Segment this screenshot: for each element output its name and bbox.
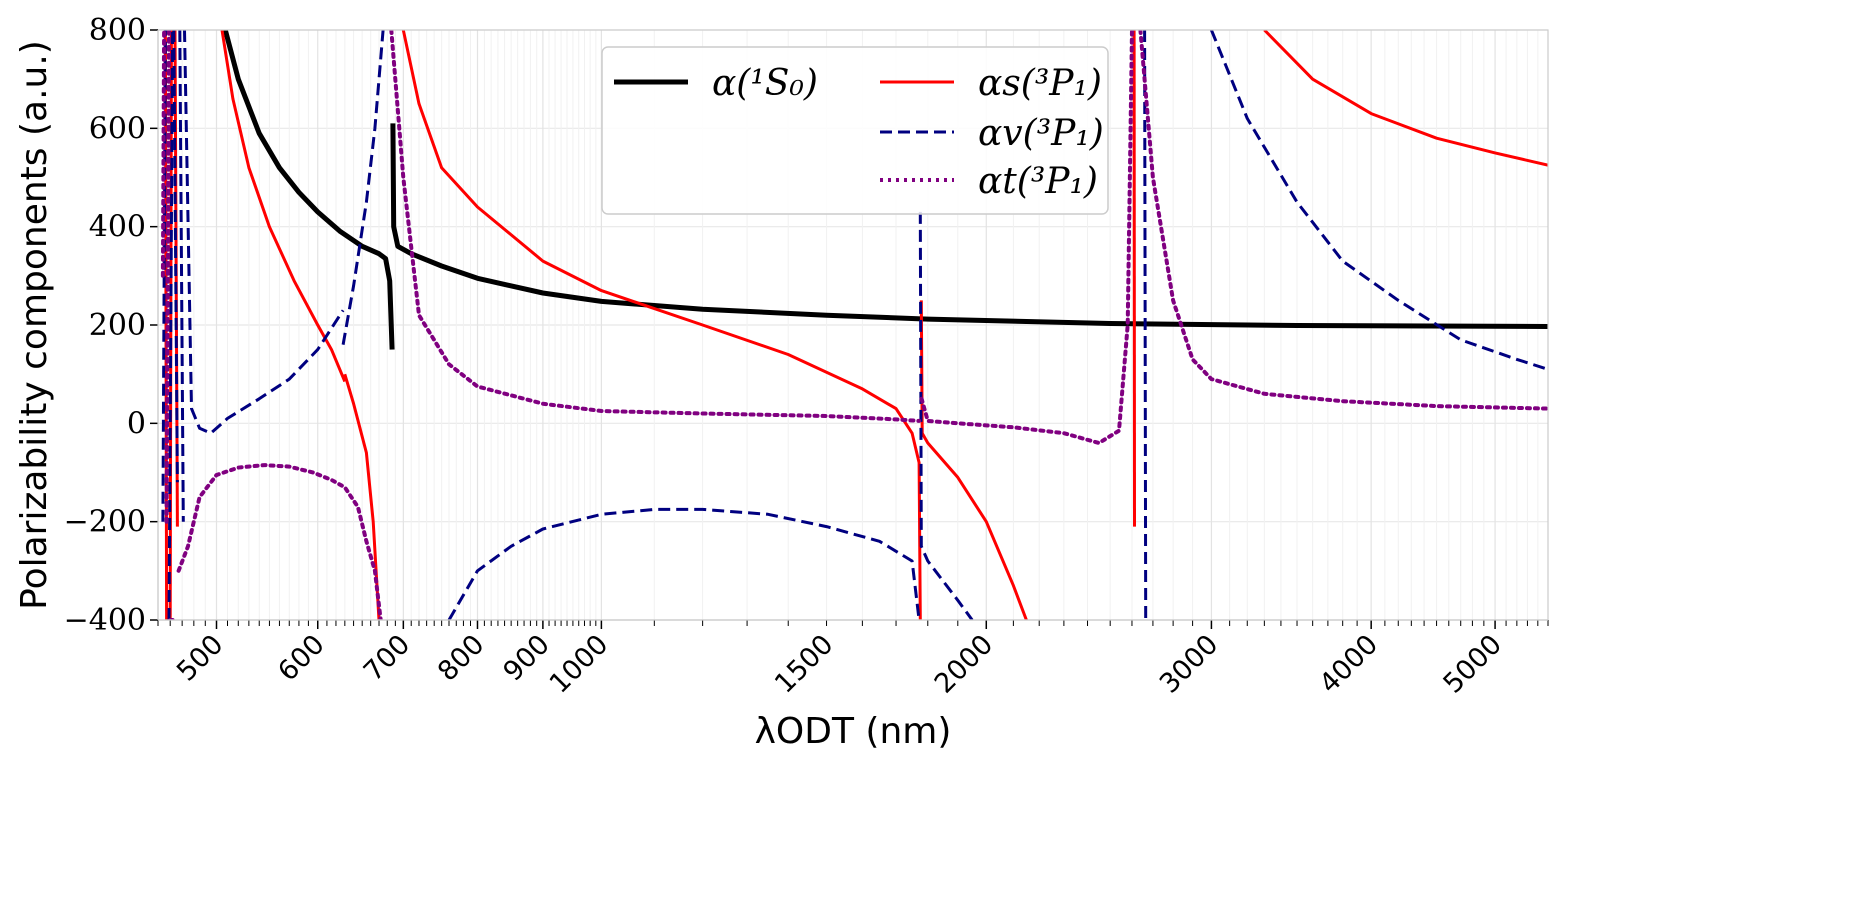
x-tick-label: 2000 [929, 629, 1000, 700]
series-1-segment-5 [401, 30, 922, 620]
y-tick-label: 400 [89, 210, 146, 245]
x-tick-label: 700 [358, 629, 416, 687]
x-tick-label: 3000 [1154, 629, 1225, 700]
x-tick-label: 1500 [769, 629, 840, 700]
series-0-segment-0 [222, 30, 395, 350]
series-3 [160, 30, 1548, 620]
legend-label-alpha-s-3p1: αs(³P₁) [978, 63, 1102, 104]
series-1-segment-8 [1263, 30, 1548, 167]
legend-box [601, 46, 1109, 215]
series-2-segment-5 [341, 30, 385, 345]
series-3-segment-3 [176, 463, 383, 620]
y-tick-label: −400 [64, 603, 146, 638]
series-2-segment-9 [1210, 30, 1548, 371]
y-tick-label: 0 [127, 406, 146, 441]
series-2-segment-4 [183, 30, 345, 435]
series-2-segment-7 [918, 211, 974, 620]
x-tick-label: 500 [171, 629, 229, 687]
series-3-segment-1 [164, 30, 171, 524]
legend-label-alpha-v-3p1: αv(³P₁) [978, 113, 1104, 154]
x-tick-label: 4000 [1314, 629, 1385, 700]
series-3-segment-5 [919, 30, 1134, 445]
series-2-segment-2 [172, 30, 179, 483]
series-0-segment-1 [390, 123, 1548, 329]
series-2-segment-6 [447, 507, 921, 620]
legend: α(¹S₀) αs(³P₁) αv(³P₁) αt(³P₁) [601, 46, 1109, 215]
x-tick-label: 800 [432, 629, 490, 687]
y-tick-label: 200 [89, 308, 146, 343]
legend-label-alpha-1s0: α(¹S₀) [712, 63, 818, 104]
series-0 [222, 30, 1548, 350]
x-tick-label: 600 [272, 629, 330, 687]
y-axis: 800 600 400 200 0 −200 −400 [64, 13, 159, 638]
series-3-segment-4 [389, 30, 922, 423]
series-1-segment-4 [343, 373, 381, 620]
x-axis-label: λODT (nm) [755, 711, 952, 752]
series-2-segment-8 [1143, 30, 1148, 620]
series-2-segment-3 [178, 30, 185, 522]
series-1-segment-3 [220, 30, 347, 383]
series-3-segment-6 [1138, 30, 1548, 411]
legend-label-alpha-t-3p1: αt(³P₁) [978, 161, 1098, 202]
y-tick-label: 600 [89, 111, 146, 146]
series-layer [160, 30, 1548, 620]
y-tick-label: 800 [89, 13, 146, 48]
y-axis-label: Polarizability components (a.u.) [14, 40, 55, 610]
y-tick-label: −200 [64, 505, 146, 540]
series-2-segment-1 [167, 30, 175, 620]
series-3-segment-0 [160, 30, 167, 278]
x-tick-label: 5000 [1438, 629, 1509, 700]
x-tick-label: 1000 [544, 629, 615, 700]
